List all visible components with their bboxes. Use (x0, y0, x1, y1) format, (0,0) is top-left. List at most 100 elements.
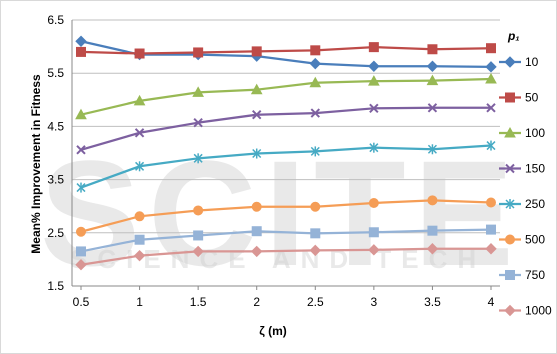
x-tick-label-0.5: 0.5 (73, 295, 90, 309)
data-point-10-2.5 (309, 57, 321, 70)
legend-item-10: 10 (499, 55, 539, 69)
data-point-250-0.5 (76, 182, 86, 193)
data-point-50-3.5 (427, 44, 438, 55)
data-point-50-2.5 (310, 45, 321, 56)
data-point-750-1 (134, 234, 145, 245)
legend-label-50: 50 (525, 91, 539, 105)
data-point-150-2 (252, 109, 262, 120)
series-markers (75, 35, 497, 271)
series-line-750 (80, 228, 492, 253)
data-point-750-1.5 (193, 230, 204, 241)
data-point-1000-4 (485, 243, 497, 255)
legend-marker-50 (505, 92, 515, 103)
legend-title: p₁ (507, 29, 520, 43)
data-point-10-3 (368, 60, 380, 72)
data-point-50-4 (486, 43, 496, 54)
data-point-150-3.5 (427, 103, 438, 113)
data-point-100-2 (250, 83, 263, 95)
data-point-150-0.5-stroke-b (76, 145, 86, 155)
axes (71, 20, 500, 287)
legend-item-150: 150 (499, 162, 545, 176)
data-point-100-2.5 (309, 76, 322, 88)
y-tick-label-6.5: 6.5 (47, 13, 64, 27)
y-tick-label-3.5: 3.5 (47, 173, 64, 187)
data-point-1000-1 (133, 249, 146, 262)
y-tick-label-4.5: 4.5 (47, 119, 64, 133)
data-point-1000-3.5 (426, 243, 439, 255)
data-point-500-3 (368, 198, 379, 209)
data-point-500-1.5 (193, 205, 204, 216)
data-point-100-4 (485, 73, 497, 84)
legend-item-250: 250 (499, 197, 545, 211)
data-point-150-1.5-stroke-b (193, 117, 203, 128)
data-point-150-4-stroke-b (486, 103, 496, 113)
series-line-150 (80, 106, 491, 151)
data-point-150-1-stroke-b (134, 128, 145, 138)
series-line-100 (80, 77, 492, 116)
legend-label-500: 500 (525, 233, 545, 247)
data-point-1000-2.5 (309, 244, 321, 257)
data-point-500-2 (251, 201, 262, 212)
data-point-1000-2 (251, 245, 263, 258)
data-point-150-2.5 (310, 108, 320, 118)
data-point-100-3.5 (426, 74, 439, 86)
y-axis-ticks: 1.5 2.5 3.5 4.5 5.5 6.5 (47, 13, 64, 293)
y-tick-label-5.5: 5.5 (47, 66, 64, 80)
series-line-50 (80, 46, 492, 55)
data-point-500-1 (134, 211, 145, 222)
legend-label-750: 750 (525, 268, 545, 282)
legend-marker-750 (505, 270, 515, 280)
series-line-1000 (80, 247, 491, 266)
legend-marker-150 (505, 163, 515, 174)
data-point-500-2.5 (310, 201, 321, 212)
data-point-250-2 (252, 148, 262, 159)
data-point-10-3.5 (426, 60, 439, 72)
data-point-50-1 (134, 48, 145, 59)
data-point-500-3.5 (427, 195, 438, 206)
data-point-250-3 (369, 142, 379, 153)
x-axis-title: ζ (m) (259, 324, 287, 338)
legend-marker-1000 (504, 304, 516, 317)
y-tick-label-1.5: 1.5 (47, 279, 64, 293)
data-point-500-4 (486, 197, 496, 208)
data-point-750-4 (486, 224, 496, 235)
legend-label-10: 10 (525, 55, 539, 69)
data-point-100-1 (133, 94, 146, 106)
watermark-big-text: SCITE (40, 129, 522, 297)
data-point-250-2.5 (310, 146, 320, 157)
data-point-100-0.5 (75, 108, 87, 120)
data-point-50-3 (368, 42, 379, 53)
legend-label-250: 250 (525, 197, 545, 211)
data-point-750-3 (368, 227, 379, 238)
x-axis-ticks: 0.5 1 1.5 2 2.5 3 3.5 4 (73, 286, 495, 309)
legend-item-100: 100 (499, 126, 545, 140)
data-point-750-3.5 (427, 225, 438, 236)
legend-items: 10 50 100 150 250 500 750 1000 (499, 55, 552, 318)
x-tick-label-1: 1 (136, 295, 143, 309)
data-point-50-0.5 (76, 46, 86, 57)
data-point-1000-3 (368, 244, 380, 256)
data-point-750-0.5 (76, 246, 86, 257)
legend-item-50: 50 (499, 91, 539, 105)
x-tick-label-2.5: 2.5 (307, 295, 324, 309)
legend-label-150: 150 (525, 162, 545, 176)
data-point-750-2.5 (310, 228, 321, 239)
legend-label-100: 100 (525, 126, 545, 140)
data-point-250-3.5 (427, 144, 437, 155)
legend-marker-500 (505, 234, 515, 245)
data-point-150-3-stroke-b (369, 103, 379, 114)
data-point-150-4 (486, 103, 496, 113)
watermark: SCITE SCIENCE AND TECH (40, 129, 522, 297)
data-point-50-2 (251, 46, 262, 57)
series-line-250 (80, 144, 492, 189)
data-point-250-1.5 (193, 153, 203, 164)
series-line-10 (80, 40, 492, 68)
series-lines (80, 40, 492, 266)
data-point-150-3 (369, 103, 379, 114)
data-point-1000-1.5 (192, 245, 204, 258)
data-point-150-1 (134, 128, 145, 138)
data-point-150-3.5-stroke-b (427, 103, 438, 113)
data-point-100-1.5 (192, 86, 204, 97)
